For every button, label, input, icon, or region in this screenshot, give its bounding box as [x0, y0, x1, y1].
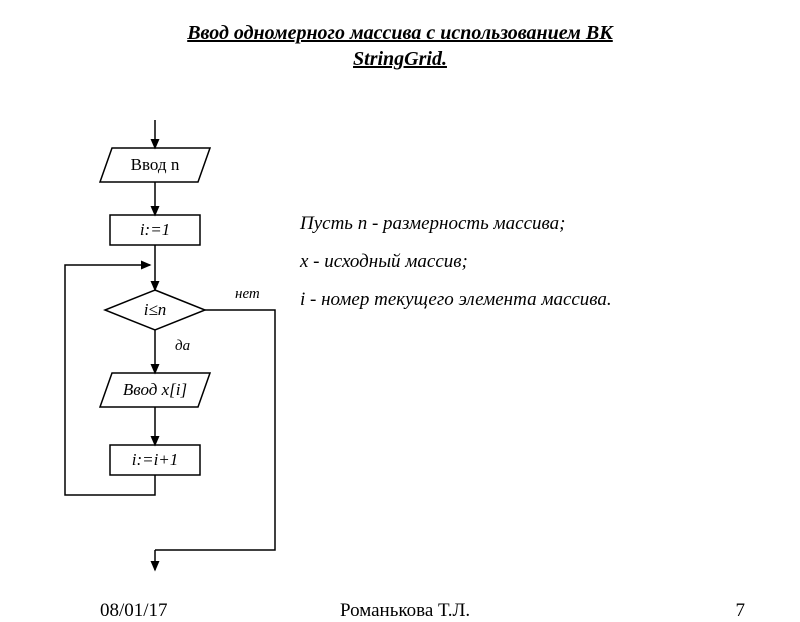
footer-page: 7: [736, 600, 746, 622]
svg-text:нет: нет: [235, 286, 260, 302]
svg-text:i:=i+1: i:=i+1: [132, 450, 179, 469]
footer-author: Романькова Т.Л.: [340, 600, 470, 622]
svg-text:i:=1: i:=1: [140, 220, 170, 239]
footer-date: 08/01/17: [100, 600, 168, 622]
svg-text:Ввод n: Ввод n: [131, 155, 180, 174]
svg-text:Ввод x[i]: Ввод x[i]: [123, 380, 187, 399]
flowchart-svg: Ввод n i:=1 i≤n Ввод x[i] i:=i+1 нет да: [0, 20, 800, 620]
svg-text:да: да: [175, 338, 190, 354]
svg-text:i≤n: i≤n: [144, 300, 167, 319]
